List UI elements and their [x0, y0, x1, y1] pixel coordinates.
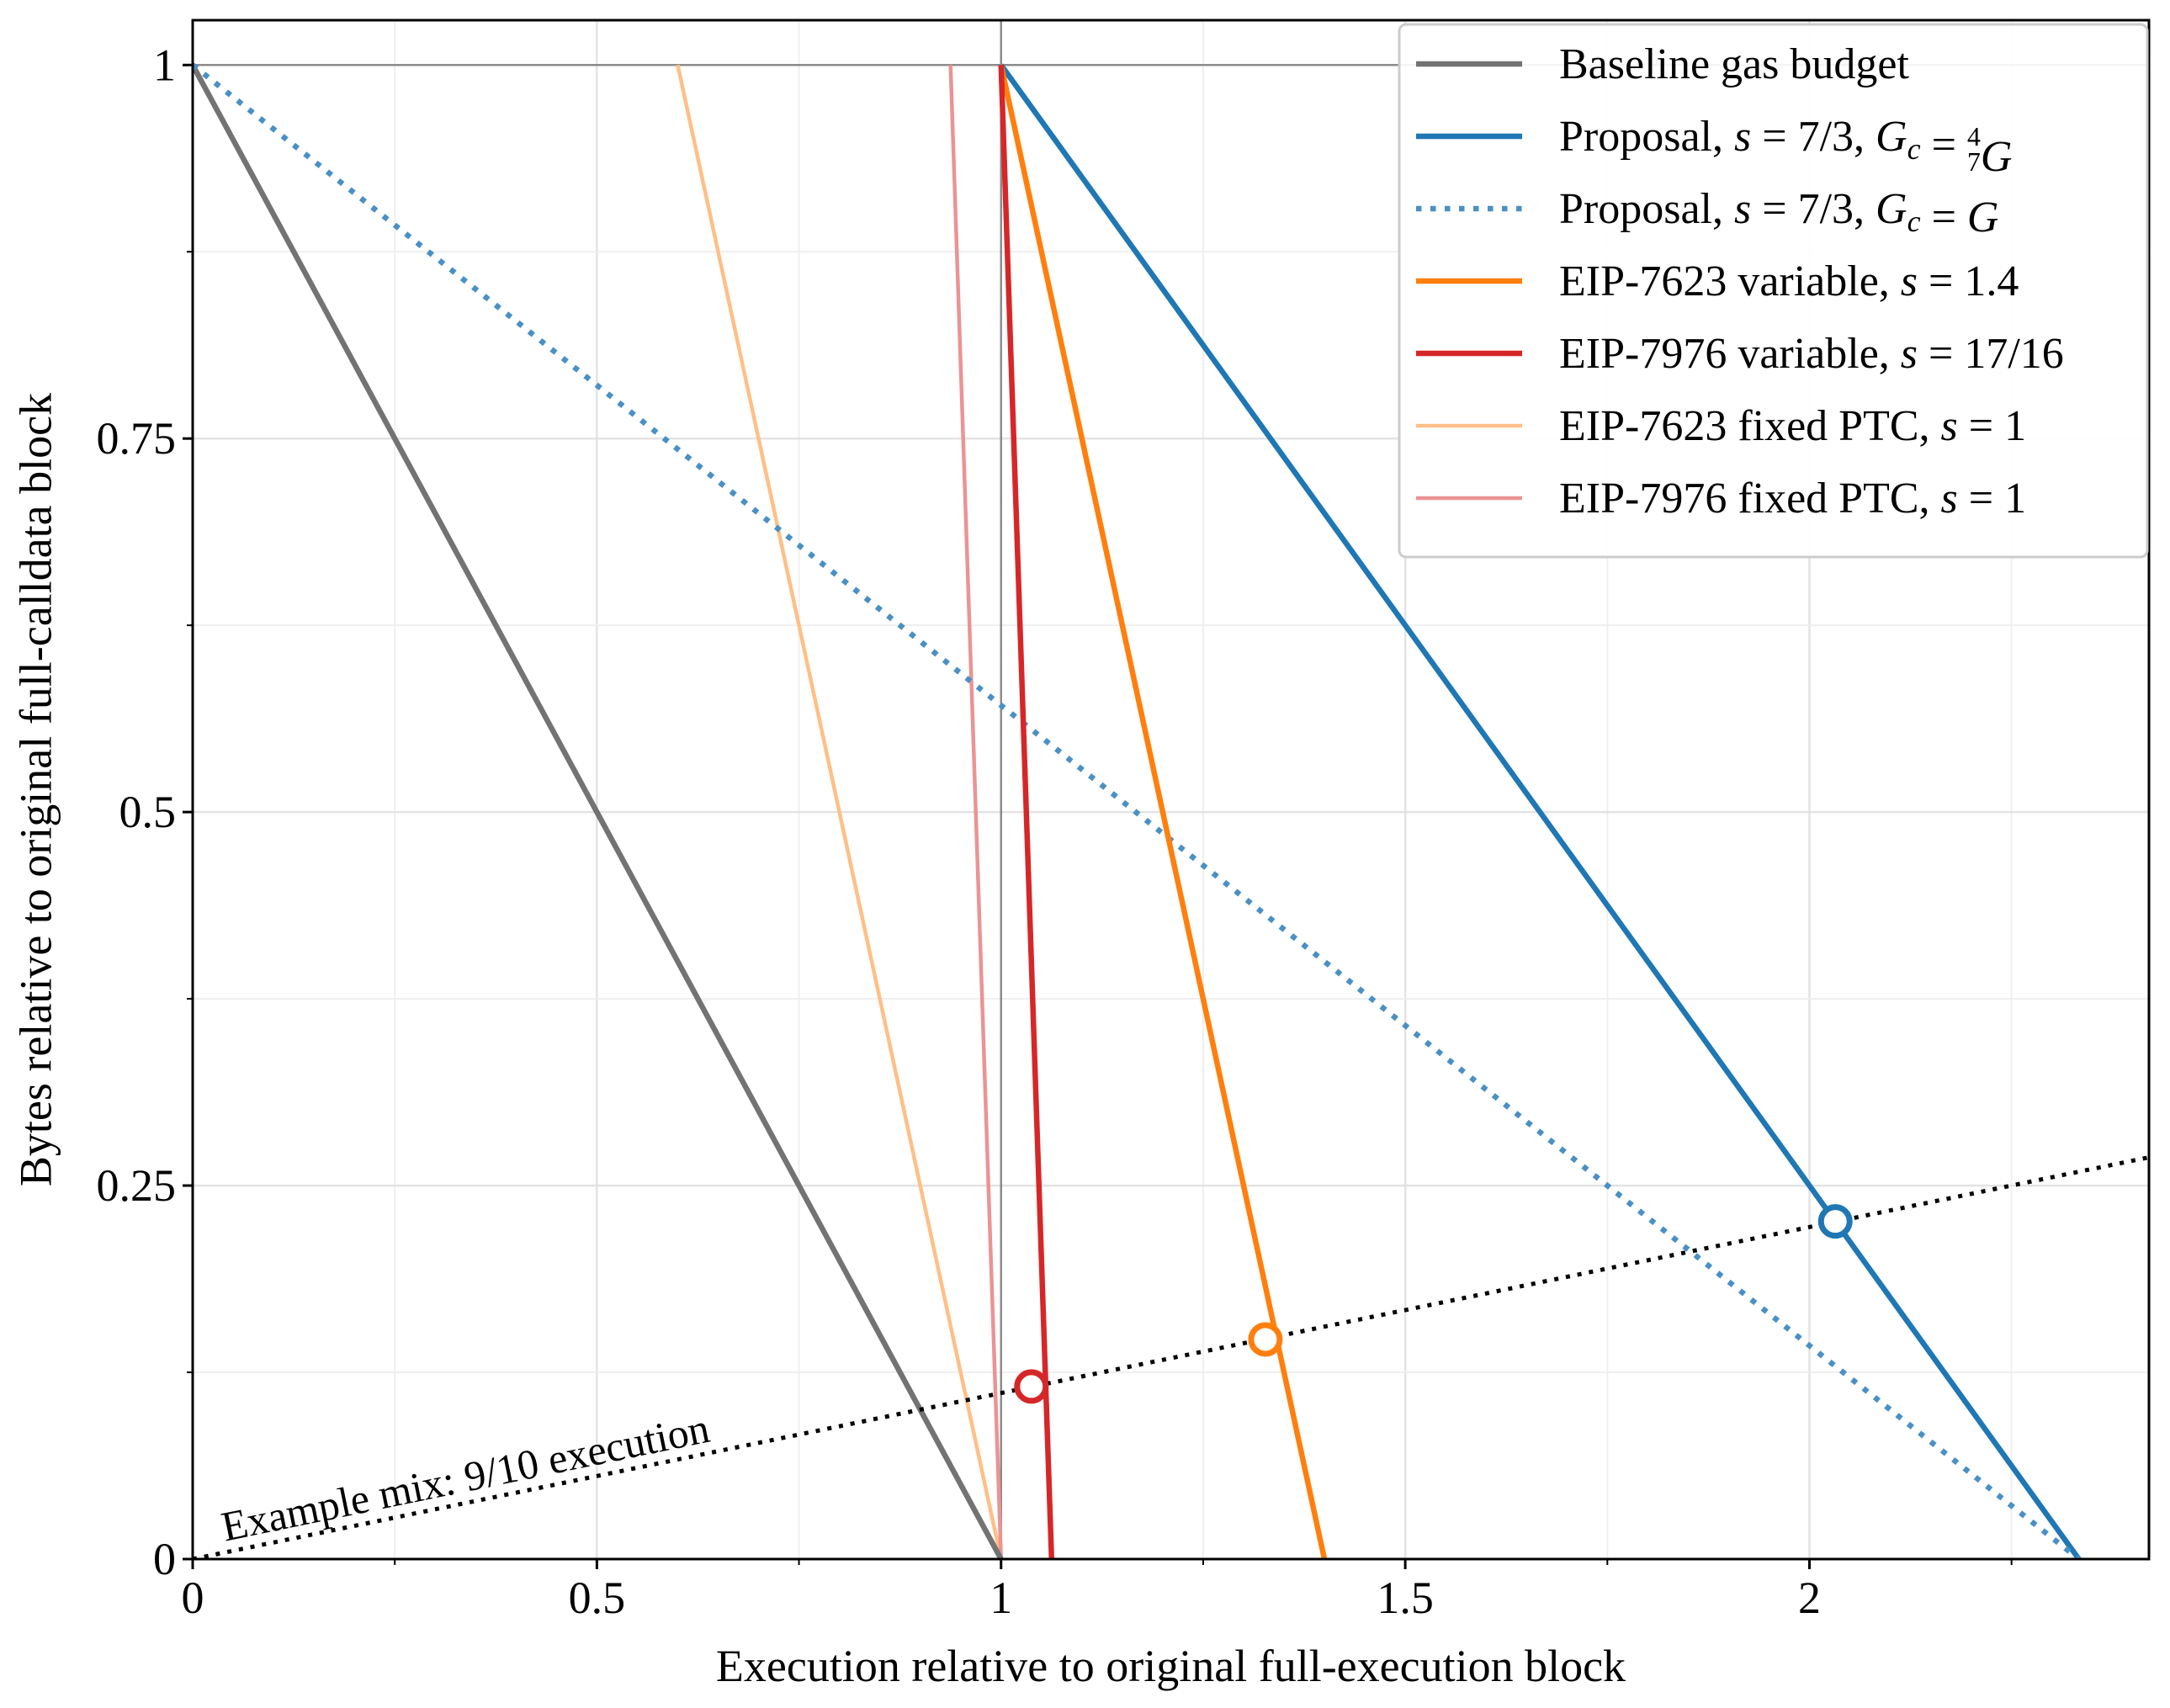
ticks: 0 0.5 1 1.5 2 0 0.25 0.5 0.75 1: [97, 40, 2013, 1623]
legend-label-text: EIP-7976 fixed PTC,: [1559, 475, 1941, 522]
x-tick-label: 1.5: [1377, 1573, 1434, 1623]
legend-math-text: = 17/16: [1918, 330, 2064, 378]
series-line-1: [999, 63, 2082, 1559]
legend-math-text: = 1.4: [1918, 257, 2019, 305]
legend-label-0: Baseline gas budget: [1559, 40, 1909, 88]
axes-frame: [191, 19, 2151, 1561]
legend-label-text: Proposal,: [1559, 185, 1734, 233]
legend-label-6: EIP-7976 fixed PTC, s = 1: [1559, 475, 2026, 522]
legend-math-var: s: [1734, 113, 1751, 161]
legend-label-text: EIP-7976 variable,: [1559, 330, 1901, 378]
mix-line: [193, 1155, 2149, 1559]
legend-label-4: EIP-7976 variable, s = 17/16: [1559, 330, 2064, 378]
legend-math-var: s: [1941, 475, 1958, 522]
intersection-marker-1: [1248, 1322, 1283, 1357]
legend-math-var: s: [1941, 402, 1958, 450]
legend-label-2: Proposal, s = 7/3, Gc = G: [1559, 185, 1998, 241]
series-line-5: [676, 64, 1003, 1559]
y-tick-label: 0: [153, 1534, 176, 1584]
x-axis-label: Execution relative to original full-exec…: [716, 1641, 1626, 1691]
legend-label-text: EIP-7623 variable,: [1559, 257, 1901, 305]
series-lines: [193, 62, 2082, 1559]
intersection-marker-0: [1014, 1369, 1049, 1404]
series-line-3: [998, 64, 1328, 1559]
intersection-marker-2: [1817, 1204, 1853, 1239]
annotation-text: Example mix: 9/10 execution: [217, 1404, 713, 1551]
legend-label-text: Baseline gas budget: [1559, 40, 1909, 88]
series-line-4: [998, 65, 1055, 1559]
legend-frac-num: 4: [1967, 121, 1981, 151]
mix-line-group: [193, 1155, 2149, 1559]
legend-math-var: s: [1901, 257, 1918, 305]
markers: [1014, 1204, 1853, 1404]
legend-math-sub: c: [1907, 132, 1921, 166]
y-tick-label: 1: [153, 40, 176, 90]
legend-math-var: G: [1876, 185, 1907, 233]
x-tick-label: 0: [182, 1573, 204, 1623]
annotations: Example mix: 9/10 execution: [217, 1404, 713, 1551]
legend-label-text: EIP-7623 fixed PTC,: [1559, 402, 1941, 450]
legend-math-var: G: [1876, 113, 1907, 161]
series-line-6: [948, 65, 1003, 1559]
x-tick-label: 1: [989, 1573, 1012, 1623]
x-tick-label: 2: [1798, 1573, 1821, 1623]
series-line-0: [193, 63, 1004, 1559]
legend-math-sub: c: [1907, 204, 1921, 238]
legend-box: [1398, 23, 2149, 559]
legend-math-text: = 1: [1958, 402, 2026, 450]
y-tick-label: 0.25: [97, 1160, 177, 1211]
legend-label-5: EIP-7623 fixed PTC, s = 1: [1559, 402, 2026, 450]
legend-math-text: = 7/3,: [1751, 185, 1876, 233]
x-tick-label: 0.5: [569, 1573, 626, 1623]
legend-math-text: =: [1921, 194, 1967, 241]
legend-frac-den: 7: [1967, 146, 1981, 177]
legend: Baseline gas budget Proposal, s = 7/3, Gc…: [1398, 23, 2149, 559]
plot-frame: [191, 19, 2151, 1561]
legend-math-var: s: [1901, 330, 1918, 378]
y-axis-label: Bytes relative to original full-calldata…: [10, 393, 61, 1186]
legend-math-var: G: [1967, 194, 1999, 241]
legend-label-text: Proposal,: [1559, 113, 1734, 161]
legend-math-text: = 7/3,: [1751, 113, 1876, 161]
series-line-2: [193, 62, 2081, 1559]
legend-math-text: = 1: [1958, 475, 2026, 522]
legend-math-var: s: [1734, 185, 1751, 233]
legend-math-text: =: [1921, 121, 1967, 169]
legend-label-3: EIP-7623 variable, s = 1.4: [1559, 257, 2019, 305]
y-tick-label: 0.5: [119, 787, 177, 837]
legend-math-var: G: [1981, 133, 2013, 181]
y-tick-label: 0.75: [97, 413, 177, 464]
legend-label-1: Proposal, s = 7/3, Gc = 4 7G: [1559, 113, 2012, 181]
